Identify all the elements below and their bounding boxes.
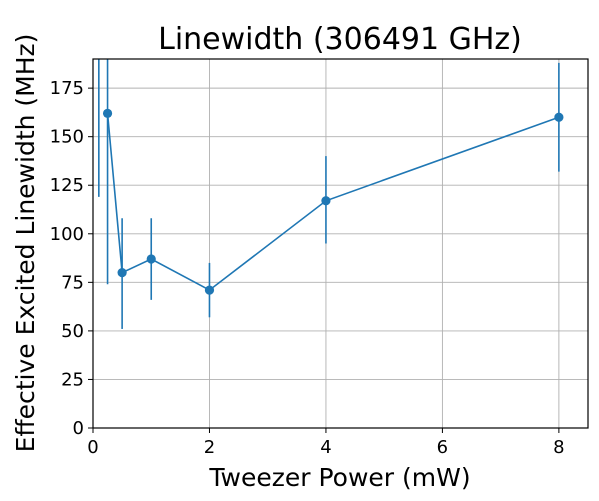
data-point: [204, 285, 215, 295]
x-tick-label: 0: [87, 437, 98, 458]
data-point: [321, 196, 331, 206]
y-tick-label: 0: [73, 418, 84, 439]
y-tick-label: 125: [50, 175, 84, 196]
y-tick-label: 50: [61, 321, 84, 342]
y-tick-label: 75: [61, 272, 84, 293]
data-point: [117, 268, 127, 278]
y-tick-label: 175: [50, 78, 84, 99]
x-tick-label: 8: [553, 437, 564, 458]
x-tick-label: 4: [320, 437, 331, 458]
plot-area: [98, 59, 564, 329]
y-tick-label: 100: [50, 224, 84, 245]
y-tick-label: 25: [61, 369, 84, 390]
y-tick-label: 150: [50, 127, 84, 148]
data-point: [146, 254, 156, 264]
axes-frame: [92, 58, 589, 429]
series-line: [106, 113, 560, 292]
x-tick-label: 6: [437, 437, 448, 458]
data-point: [554, 112, 564, 122]
y-axis-label: Effective Excited Linewidth (MHz): [11, 34, 40, 453]
data-point: [102, 108, 113, 118]
axis-ticks: 0 2 4 6 8 0 25 50 75 100 125 150 175: [50, 78, 565, 458]
x-tick-label: 2: [204, 437, 215, 458]
chart-title: Linewidth (306491 GHz): [158, 22, 522, 57]
data-layer: [98, 59, 564, 329]
x-axis-label: Tweezer Power (mW): [208, 463, 470, 492]
